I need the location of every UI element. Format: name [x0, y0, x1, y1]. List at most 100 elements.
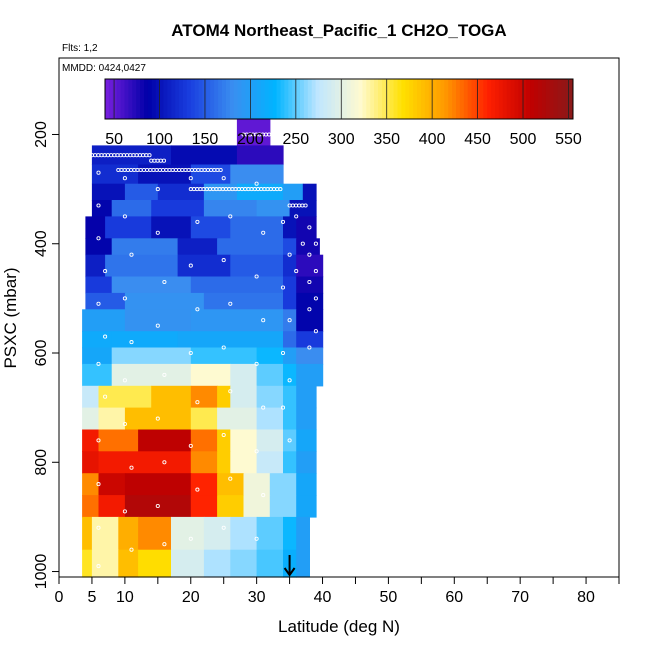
- colorbar-swatch: [424, 79, 430, 119]
- colorbar-swatch: [456, 79, 461, 119]
- dates-label: MMDD: 0424,0427: [62, 63, 146, 74]
- colorbar-swatch: [257, 79, 262, 119]
- sample-point: [221, 176, 226, 181]
- heat-cell: [124, 292, 205, 310]
- colorbar-swatch: [381, 79, 387, 119]
- sample-point: [96, 203, 101, 208]
- sample-point: [188, 350, 193, 356]
- heat-cell: [98, 385, 152, 409]
- colorbar-swatch: [210, 79, 215, 119]
- x-axis: 0 5 10 20 30 40 50 60 70 80: [55, 577, 620, 606]
- heat-cell: [203, 516, 231, 551]
- colorbar-swatch: [276, 79, 281, 119]
- colorbar-swatch: [530, 79, 535, 119]
- heat-cell: [118, 549, 139, 578]
- heat-cell: [283, 183, 304, 201]
- colorbar-swatch: [147, 79, 153, 119]
- heat-cell: [190, 385, 218, 409]
- heat-cell: [82, 407, 100, 431]
- track-sample: [161, 158, 167, 163]
- y-axis-label: PSXC (mbar): [1, 267, 20, 368]
- colorbar-swatch: [292, 79, 297, 119]
- heat-cell: [283, 385, 297, 409]
- heat-cell: [82, 473, 100, 496]
- heat-cell: [296, 347, 324, 365]
- colorbar-swatch: [545, 79, 551, 119]
- flights-label: Flts: 1,2: [62, 43, 98, 54]
- sample-point: [122, 421, 127, 427]
- sample-point: [294, 214, 299, 219]
- heat-cell: [230, 363, 258, 387]
- heat-cell: [82, 331, 113, 349]
- colorbar-swatch: [362, 79, 367, 119]
- heat-cell: [190, 407, 218, 431]
- colorbar-swatch: [128, 79, 133, 119]
- heat-cell: [177, 254, 231, 278]
- sample-point: [103, 269, 108, 274]
- heat-cell: [138, 429, 192, 452]
- heat-cell: [256, 407, 284, 431]
- sample-points: [96, 170, 318, 569]
- colorbar-swatch: [549, 79, 554, 119]
- heat-cell: [256, 429, 284, 452]
- heat-cell: [85, 254, 106, 278]
- colorbar-swatch: [467, 79, 473, 119]
- colorbar-swatch: [436, 79, 441, 119]
- heat-cell: [151, 385, 192, 409]
- heat-cell: [151, 200, 205, 217]
- sample-point: [313, 296, 318, 301]
- heat-cell: [190, 309, 284, 332]
- heat-cell: [190, 451, 218, 474]
- heat-cell: [190, 276, 284, 294]
- sample-point: [228, 476, 233, 481]
- heat-cell: [283, 516, 297, 551]
- sample-point: [228, 214, 233, 219]
- sample-point: [280, 405, 286, 410]
- heat-cell: [256, 363, 284, 387]
- sample-point: [96, 236, 101, 241]
- colorbar-swatch: [565, 79, 570, 119]
- heat-cell: [124, 473, 192, 496]
- heat-cell: [98, 495, 126, 518]
- heat-cell: [296, 254, 324, 278]
- heat-cell: [283, 254, 297, 278]
- colorbar-swatch: [319, 79, 324, 119]
- sample-point: [122, 296, 127, 301]
- heat-cell: [190, 164, 231, 185]
- heat-cell: [138, 164, 192, 185]
- x-tick-label: 30: [248, 589, 266, 606]
- heat-cell: [296, 216, 317, 239]
- x-tick-label: 70: [511, 589, 529, 606]
- sample-point: [280, 350, 286, 356]
- sample-point: [254, 536, 259, 541]
- sample-point: [313, 269, 318, 274]
- colorbar-swatch: [237, 79, 242, 119]
- heat-cell: [82, 495, 100, 518]
- colorbar-swatch: [296, 79, 301, 119]
- colorbar-swatch: [479, 79, 484, 119]
- sample-point: [96, 525, 101, 530]
- heat-cell: [171, 549, 205, 578]
- sample-point: [195, 400, 200, 405]
- heat-cell: [203, 183, 238, 201]
- colorbar-swatch: [194, 79, 200, 119]
- colorbar-swatch: [144, 79, 149, 119]
- colorbar-swatch: [487, 79, 492, 119]
- colorbar-swatch: [518, 79, 523, 119]
- heat-cell: [138, 549, 172, 578]
- heat-cell: [118, 516, 139, 551]
- heat-cell: [190, 473, 218, 496]
- colorbar-swatch: [315, 79, 320, 119]
- heat-cell: [217, 451, 231, 474]
- colorbar-tick-label: 400: [419, 131, 446, 148]
- heat-cell: [283, 292, 297, 310]
- sample-point: [307, 279, 312, 285]
- colorbar-swatch: [105, 79, 110, 119]
- x-tick-label: 20: [182, 589, 200, 606]
- sample-point: [261, 318, 266, 323]
- colorbar-swatch: [120, 79, 125, 119]
- heat-cell: [296, 451, 317, 474]
- y-tick-label: 400: [33, 230, 50, 257]
- colorbar-swatch: [471, 79, 476, 119]
